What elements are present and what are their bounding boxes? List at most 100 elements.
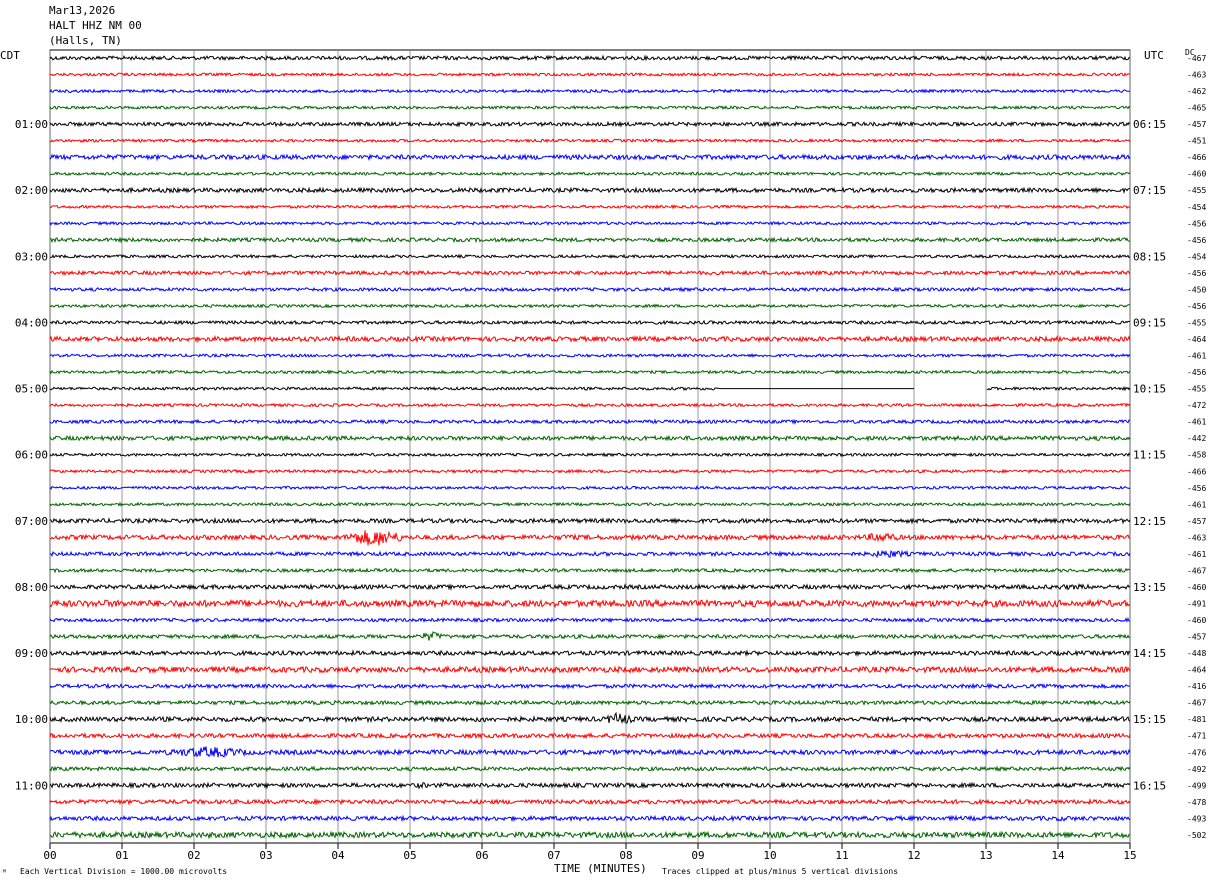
dc-offset-label: -442: [1187, 434, 1206, 443]
trace-row: [49, 530, 1131, 546]
trace-row: [49, 746, 1131, 758]
dc-offset-label: -454: [1187, 252, 1206, 261]
dc-offset-label: -455: [1187, 318, 1206, 327]
dc-offset-label: -456: [1187, 219, 1206, 228]
dc-offset-label: -460: [1187, 583, 1206, 592]
dc-offset-label: -448: [1187, 649, 1206, 658]
trace-row: [49, 418, 1131, 425]
utc-hour-label: 09:15: [1133, 316, 1166, 329]
trace-row: [49, 153, 1131, 162]
local-hour-label: 10:00: [15, 713, 48, 726]
x-tick-label: 05: [403, 849, 416, 862]
dc-offset-label: -466: [1187, 153, 1206, 162]
dc-offset-label: -492: [1187, 765, 1206, 774]
dc-offset-label: -457: [1187, 120, 1206, 129]
dc-offset-label: -416: [1187, 682, 1206, 691]
trace-row: [49, 269, 1131, 277]
trace-row: [49, 186, 1130, 195]
dc-offset-label: -499: [1187, 781, 1206, 790]
utc-hour-label: 07:15: [1133, 184, 1166, 197]
utc-hour-label: 13:15: [1133, 581, 1166, 594]
dc-offset-label: -467: [1187, 54, 1206, 63]
dc-offset-label: -456: [1187, 302, 1206, 311]
trace-row: [49, 583, 1131, 591]
x-tick-label: 01: [115, 849, 128, 862]
utc-hour-label: 06:15: [1133, 118, 1166, 131]
dc-offset-label: -456: [1187, 484, 1206, 493]
trace-row: [49, 631, 1131, 641]
utc-hour-label: 15:15: [1133, 713, 1166, 726]
utc-hour-label: 10:15: [1133, 383, 1166, 396]
local-hour-label: 07:00: [15, 515, 48, 528]
trace-row: [49, 665, 1131, 675]
dc-offset-label: -467: [1187, 566, 1206, 575]
dc-offset-label: -502: [1187, 831, 1206, 840]
x-tick-label: 12: [907, 849, 920, 862]
chart-station: HALT HHZ NM 00: [49, 19, 142, 32]
dc-offset-label: -478: [1187, 798, 1206, 807]
right-axis-title: UTC: [1144, 49, 1164, 62]
x-axis-label: TIME (MINUTES): [554, 862, 647, 875]
x-tick-label: 00: [43, 849, 56, 862]
plot-frame: [49, 49, 1131, 844]
dc-offset-label: -460: [1187, 170, 1206, 179]
dc-offset-label: -457: [1187, 633, 1206, 642]
dc-offset-label: -463: [1187, 533, 1206, 542]
trace-row: [49, 781, 1131, 790]
trace-row: [49, 485, 1131, 491]
dc-offset-label: -491: [1187, 599, 1206, 608]
dc-offset-label: -467: [1187, 699, 1206, 708]
trace-row: [49, 567, 1131, 574]
local-hour-label: 09:00: [15, 647, 48, 660]
dc-offset-label: -450: [1187, 285, 1206, 294]
local-hour-label: 06:00: [15, 449, 48, 462]
trace-row: [49, 71, 1131, 78]
dc-offset-label: -472: [1187, 401, 1206, 410]
dc-offset-label: -476: [1187, 748, 1206, 757]
trace-row: [49, 830, 1131, 840]
utc-hour-label: 12:15: [1133, 515, 1166, 528]
trace-row: [49, 549, 1131, 559]
x-tick-label: 13: [979, 849, 992, 862]
dc-offset-label: -471: [1187, 732, 1206, 741]
trace-row: [49, 385, 1131, 392]
trace-row: [49, 516, 1131, 525]
local-hour-label: 05:00: [15, 383, 48, 396]
dc-offset-label: -455: [1187, 186, 1206, 195]
x-tick-label: 09: [691, 849, 704, 862]
trace-row: [49, 434, 1131, 442]
local-hour-label: 08:00: [15, 581, 48, 594]
trace-row: [49, 236, 1131, 244]
utc-hour-label: 11:15: [1133, 449, 1166, 462]
dc-offset-label: -458: [1187, 451, 1206, 460]
dc-offset-label: -461: [1187, 418, 1206, 427]
left-axis-title: CDT: [0, 49, 20, 62]
trace-row: [49, 731, 1131, 740]
trace-row: [49, 814, 1131, 823]
trace-row: [49, 649, 1131, 658]
utc-hour-label: 16:15: [1133, 779, 1166, 792]
x-tick-label: 10: [763, 849, 776, 862]
utc-hour-label: 14:15: [1133, 647, 1166, 660]
clip-note: Traces clipped at plus/minus 5 vertical …: [662, 867, 899, 876]
trace-row: [49, 468, 1131, 474]
x-tick-label: 03: [259, 849, 272, 862]
trace-row: [49, 402, 1131, 408]
trace-row: [49, 711, 1131, 725]
dc-offset-label: -464: [1187, 666, 1206, 675]
dc-offset-label: -461: [1187, 352, 1206, 361]
trace-row: [49, 699, 1131, 707]
dc-offset-label: -454: [1187, 203, 1206, 212]
dc-offset-label: -481: [1187, 715, 1206, 724]
trace-row: [49, 138, 1131, 144]
trace-row: [50, 253, 1131, 260]
dc-offset-label: -455: [1187, 385, 1206, 394]
dc-offset-label: -457: [1187, 517, 1206, 526]
trace-row: [49, 765, 1131, 773]
trace-row: [49, 220, 1131, 226]
trace-row: [49, 598, 1131, 609]
x-tick-label: 06: [475, 849, 488, 862]
dc-offset-label: -462: [1187, 87, 1206, 96]
trace-row: [49, 171, 1131, 177]
